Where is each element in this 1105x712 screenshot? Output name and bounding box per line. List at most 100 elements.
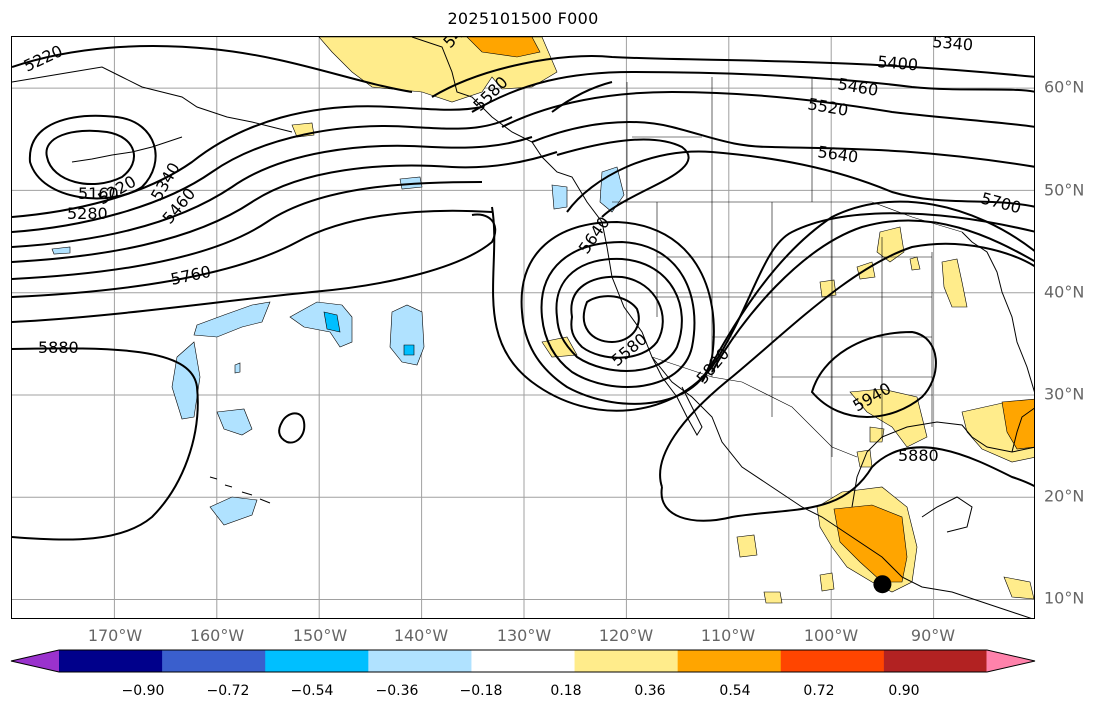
longitude-label: 150°W [292, 626, 348, 645]
contour-line [12, 136, 533, 248]
hawaiian-islands [209, 476, 271, 504]
contour-line [551, 81, 613, 113]
colorbar-tick-label: −0.18 [459, 683, 503, 699]
longitude-label: 110°W [700, 626, 756, 645]
storm-center-marker [873, 575, 892, 594]
positive-anomaly-region [1001, 398, 1034, 450]
contour-line [278, 412, 306, 444]
contour-line [28, 114, 157, 200]
negative-anomaly-region [51, 246, 71, 255]
us-canada-border [612, 201, 963, 233]
colorbar-tick-label: −0.36 [375, 683, 419, 699]
contour-label: 5520 [806, 94, 849, 120]
longitude-label: 130°W [496, 626, 552, 645]
negative-anomaly-region [389, 304, 425, 366]
yucatan-coastline [921, 496, 973, 533]
contour-line [555, 257, 683, 372]
chart-title: 2025101500 F000 [447, 9, 599, 28]
colorbar-tick-label: 0.90 [888, 683, 920, 699]
colorbar-segment [162, 650, 266, 672]
longitude-label: 90°W [910, 626, 956, 645]
contour-label: 5220 [21, 41, 66, 75]
negative-anomaly-region [551, 184, 568, 210]
positive-anomaly-region [763, 591, 783, 604]
negative-anomaly-region [209, 496, 258, 526]
longitude-label: 140°W [393, 626, 449, 645]
colorbar-tick-label: −0.90 [121, 683, 165, 699]
colorbar-segment [780, 650, 885, 672]
aleutian-islands [71, 136, 183, 163]
contour-labels: 5220 5160 5280 5220 5340 5460 5760 5880 … [21, 37, 1024, 465]
negative-anomaly-region [193, 301, 271, 338]
colorbar-extend-min [11, 650, 60, 672]
contour-line [701, 200, 1034, 383]
height-contours [12, 45, 1034, 541]
contour-line [659, 242, 1034, 488]
colorbar-outline [10, 649, 1036, 673]
colorbar-segment [883, 650, 988, 672]
shading-layer [51, 37, 1034, 604]
colorbar-segment [265, 650, 369, 672]
negative-anomaly-region [234, 362, 241, 374]
contour-line [520, 220, 715, 405]
latitude-label: 10°N [1044, 588, 1085, 608]
contour-label: 5640 [816, 142, 859, 166]
colorbar-segment [368, 650, 472, 672]
north-america-coastline [411, 37, 1032, 618]
longitude-label: 160°W [189, 626, 245, 645]
contour-line [501, 90, 1034, 128]
contour-line [45, 129, 135, 185]
contour-line [540, 240, 696, 388]
political-borders [612, 77, 963, 458]
colorbar-tick-label: −0.72 [206, 683, 250, 699]
contour-line [810, 330, 937, 418]
florida-coastline [1011, 407, 1034, 453]
positive-anomaly-region [819, 572, 835, 592]
colorbar-segment [59, 650, 163, 672]
us-mexico-border [651, 356, 858, 458]
contour-line [12, 45, 413, 93]
state-borders [656, 202, 933, 457]
contour-line [570, 275, 664, 359]
positive-anomaly-region [736, 534, 758, 558]
latitude-label: 20°N [1044, 486, 1085, 506]
colorbar-tick-label: −0.54 [290, 683, 334, 699]
colorbar-extend-max [986, 650, 1035, 672]
positive-anomaly-region [1003, 576, 1034, 600]
contour-line [566, 150, 1034, 213]
latitude-label: 60°N [1044, 77, 1085, 97]
contour-line [12, 209, 493, 298]
positive-anomaly-region [819, 279, 837, 298]
contour-label: 5880 [898, 446, 939, 465]
map-panel: 5220 5160 5280 5220 5340 5460 5760 5880 … [11, 36, 1035, 619]
coastlines [12, 37, 1034, 618]
contour-label: 5280 [67, 204, 108, 223]
colorbar-tick-label: 0.54 [719, 683, 751, 699]
contour-label: 5160 [78, 184, 119, 203]
contour-line [582, 295, 640, 344]
positive-anomaly-region [849, 388, 928, 448]
gulf-coastline [851, 421, 1034, 508]
contour-line [12, 151, 558, 263]
positive-anomaly-region [541, 336, 578, 358]
latitude-label: 40°N [1044, 282, 1085, 302]
longitude-label: 120°W [598, 626, 654, 645]
contour-label: 5400 [877, 52, 919, 74]
negative-anomaly-region [171, 341, 201, 420]
contour-line [471, 70, 1034, 113]
latitude-label: 50°N [1044, 180, 1085, 200]
latitude-label: 30°N [1044, 384, 1085, 404]
colorbar-segment [574, 650, 679, 672]
contour-line [12, 347, 199, 541]
contour-label: 5700 [979, 189, 1023, 218]
contour-label: 5460 [836, 74, 879, 100]
negative-anomaly-region [403, 344, 415, 356]
negative-anomaly-region [323, 311, 341, 333]
contour-line [491, 206, 1034, 412]
colorbar-tick-label: 0.18 [550, 683, 582, 699]
positive-anomaly-region [909, 256, 921, 271]
canada-provinces [626, 77, 813, 202]
contour-line [556, 138, 690, 218]
colorbar-tick-label: 0.36 [634, 683, 666, 699]
longitude-label: 170°W [87, 626, 143, 645]
